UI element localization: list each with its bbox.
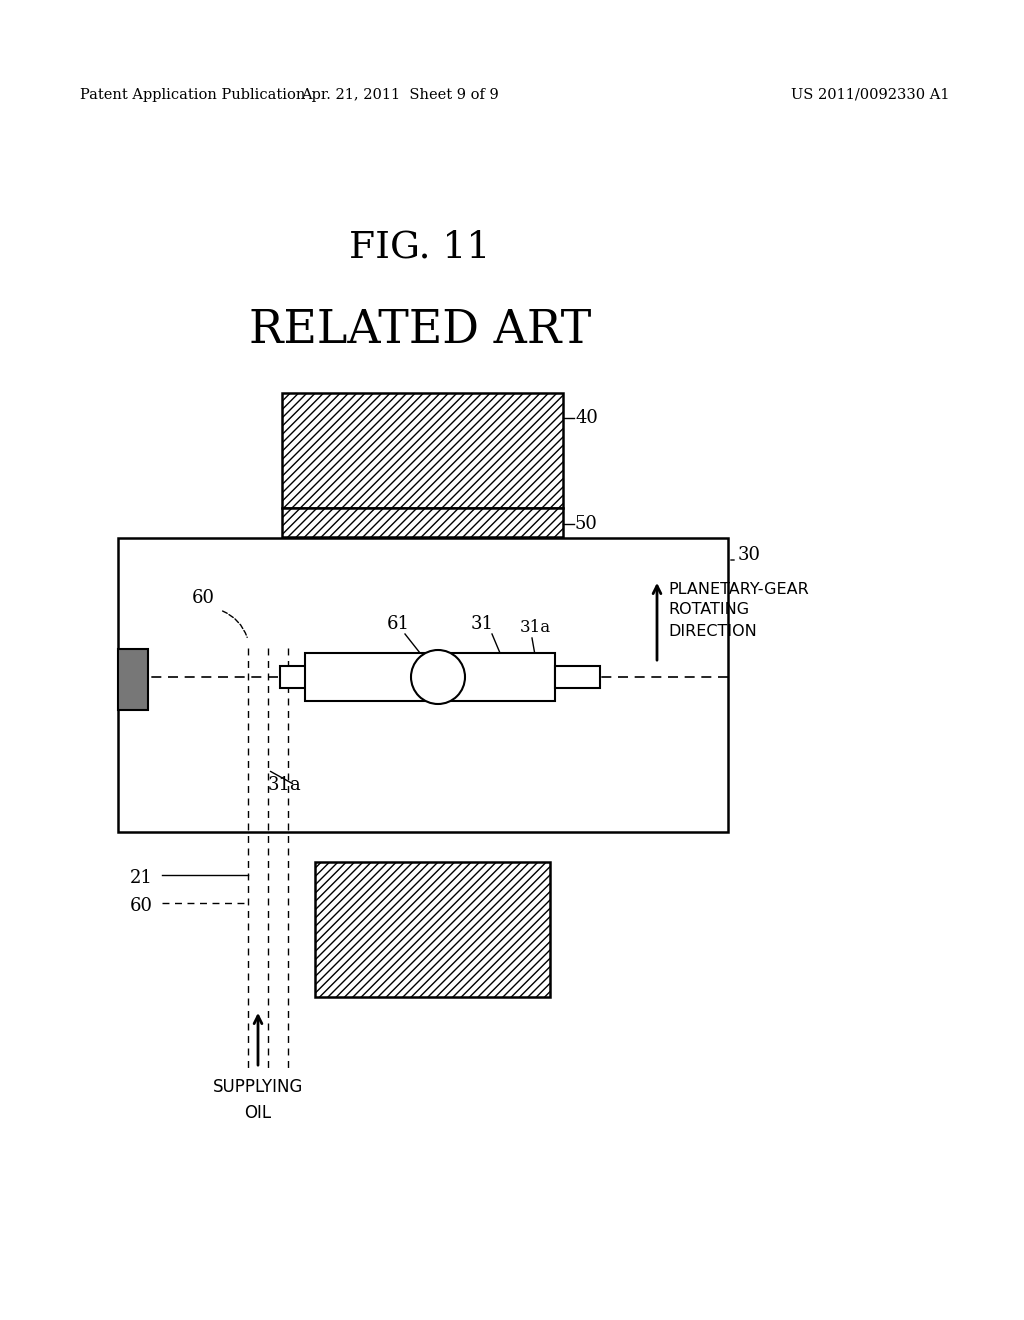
Text: 60: 60 [193,589,215,607]
Bar [315,862,550,997]
Text: 31a: 31a [520,619,551,636]
Text: FIG. 11: FIG. 11 [349,230,490,267]
Text: 31a: 31a [268,776,302,795]
Text: 40: 40 [575,409,598,426]
Bar [555,667,600,688]
Text: Patent Application Publication: Patent Application Publication [80,88,305,102]
Text: SUPPLYING
OIL: SUPPLYING OIL [213,1078,303,1122]
Bar [282,393,563,508]
Bar [305,653,555,701]
Bar [280,667,310,688]
Text: 30: 30 [738,546,761,564]
Text: 60: 60 [130,898,153,915]
Circle shape [411,649,465,704]
Text: US 2011/0092330 A1: US 2011/0092330 A1 [791,88,949,102]
Bar [118,649,148,710]
Bar [282,508,563,537]
Text: Apr. 21, 2011  Sheet 9 of 9: Apr. 21, 2011 Sheet 9 of 9 [301,88,499,102]
Text: RELATED ART: RELATED ART [249,308,591,352]
Text: 61: 61 [386,615,410,634]
Text: 21: 21 [130,869,153,887]
Text: PLANETARY-GEAR
ROTATING
DIRECTION: PLANETARY-GEAR ROTATING DIRECTION [668,582,809,639]
Text: 31: 31 [470,615,494,634]
Bar [118,539,728,832]
Text: 50: 50 [575,515,598,533]
